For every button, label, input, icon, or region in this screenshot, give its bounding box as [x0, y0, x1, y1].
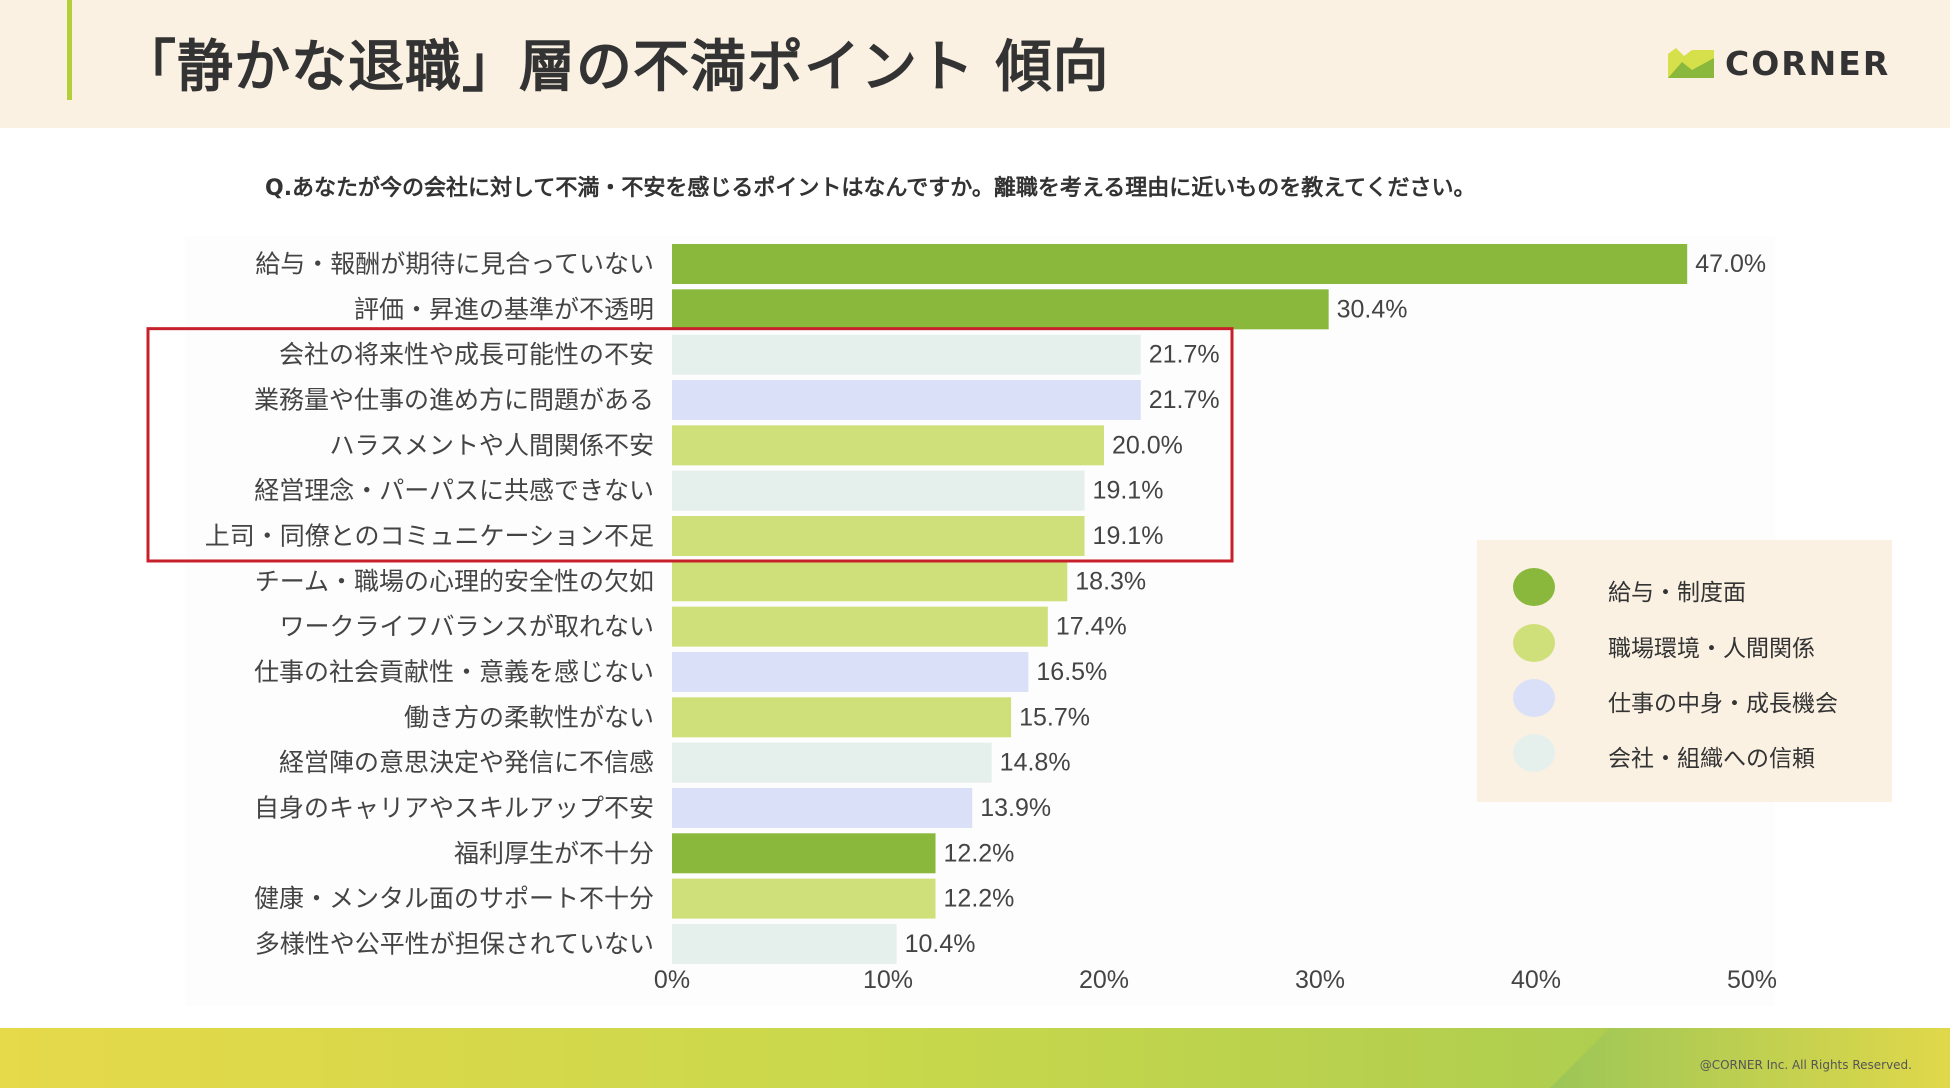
value-label-10: 15.7%: [1019, 703, 1090, 731]
footer-stripe: [1550, 1028, 1950, 1088]
bar-12: [672, 787, 973, 828]
copyright: @CORNER Inc. All Rights Reserved.: [1699, 1058, 1912, 1072]
legend-swatch-workplace: [1513, 624, 1555, 662]
category-label-3: 業務量や仕事の進め方に問題がある: [254, 385, 654, 414]
bar-6: [672, 515, 1085, 556]
category-label-7: チーム・職場の心理的安全性の欠如: [255, 567, 654, 596]
bar-1: [672, 289, 1329, 330]
value-label-3: 21.7%: [1149, 386, 1220, 414]
value-label-8: 17.4%: [1056, 613, 1127, 641]
corner-logo-icon: [1668, 48, 1714, 78]
value-label-12: 13.9%: [980, 794, 1051, 822]
category-label-15: 多様性や公平性が担保されていない: [255, 929, 654, 958]
bar-3: [672, 379, 1141, 420]
corner-logo-text: CORNER: [1725, 44, 1891, 83]
legend-label-job-content: 仕事の中身・成長機会: [1608, 691, 1838, 717]
category-label-12: 自身のキャリアやスキルアップ不安: [254, 793, 654, 822]
category-label-9: 仕事の社会貢献性・意義を感じない: [254, 657, 654, 686]
category-label-10: 働き方の柔軟性がない: [404, 703, 654, 732]
value-label-1: 30.4%: [1337, 295, 1408, 323]
x-tick-3: 30%: [1295, 966, 1345, 994]
category-label-14: 健康・メンタル面のサポート不十分: [254, 884, 654, 913]
chart-legend: 給与・制度面 職場環境・人間関係 仕事の中身・成長機会 会社・組織への信頼: [1477, 540, 1892, 802]
value-label-4: 20.0%: [1112, 431, 1183, 459]
survey-question: Q.あなたが今の会社に対して不満・不安を感じるポイントはなんですか。離職を考える…: [265, 176, 1476, 201]
category-label-13: 福利厚生が不十分: [454, 839, 654, 868]
header-accent-bar: [67, 0, 72, 100]
bar-15: [672, 923, 897, 964]
x-tick-5: 50%: [1727, 966, 1777, 994]
value-label-15: 10.4%: [905, 930, 976, 958]
value-label-9: 16.5%: [1036, 658, 1107, 686]
value-label-14: 12.2%: [944, 885, 1015, 913]
highlight-box: [146, 327, 1234, 563]
legend-swatch-salary: [1513, 568, 1555, 606]
category-label-1: 評価・昇進の基準が不透明: [354, 295, 654, 324]
legend-swatch-trust: [1513, 734, 1555, 772]
value-label-7: 18.3%: [1075, 567, 1146, 595]
bar-2: [672, 334, 1141, 375]
value-label-11: 14.8%: [1000, 749, 1071, 777]
value-label-6: 19.1%: [1093, 522, 1164, 550]
bar-4: [672, 425, 1104, 466]
bar-13: [672, 833, 936, 874]
category-label-6: 上司・同僚とのコミュニケーション不足: [205, 521, 654, 550]
x-tick-2: 20%: [1079, 966, 1129, 994]
bar-9: [672, 651, 1029, 692]
category-label-8: ワークライフバランスが取れない: [279, 612, 654, 641]
category-label-11: 経営陣の意思決定や発信に不信感: [279, 748, 654, 777]
category-label-0: 給与・報酬が期待に見合っていない: [255, 250, 654, 279]
category-label-2: 会社の将来性や成長可能性の不安: [279, 340, 654, 369]
legend-swatch-job-content: [1513, 679, 1555, 717]
category-label-4: ハラスメントや人間関係不安: [329, 431, 654, 460]
bar-chart: 給与・報酬が期待に見合っていない 47.0% 評価・昇進の基準が不透明 30.4% 会社…: [146, 244, 1778, 994]
value-label-0: 47.0%: [1695, 250, 1766, 278]
x-tick-0: 0%: [654, 966, 690, 994]
bar-11: [672, 742, 992, 783]
x-tick-1: 10%: [863, 966, 913, 994]
category-label-5: 経営理念・パーパスに共感できない: [254, 476, 654, 505]
page-title: 「静かな退職」層の不満ポイント 傾向: [120, 35, 1110, 100]
bar-8: [672, 606, 1048, 647]
bar-5: [672, 470, 1085, 511]
legend-label-trust: 会社・組織への信頼: [1608, 746, 1815, 772]
footer: @CORNER Inc. All Rights Reserved.: [0, 1028, 1950, 1088]
value-label-2: 21.7%: [1149, 341, 1220, 369]
value-label-13: 12.2%: [944, 839, 1015, 867]
bar-10: [672, 697, 1012, 738]
legend-label-workplace: 職場環境・人間関係: [1608, 636, 1815, 662]
x-tick-4: 40%: [1511, 966, 1561, 994]
value-label-5: 19.1%: [1093, 477, 1164, 505]
bar-7: [672, 561, 1068, 602]
bar-0: [672, 244, 1688, 284]
legend-label-salary: 給与・制度面: [1608, 580, 1746, 606]
header: 「静かな退職」層の不満ポイント 傾向 CORNER: [0, 0, 1950, 128]
bar-14: [672, 878, 936, 919]
